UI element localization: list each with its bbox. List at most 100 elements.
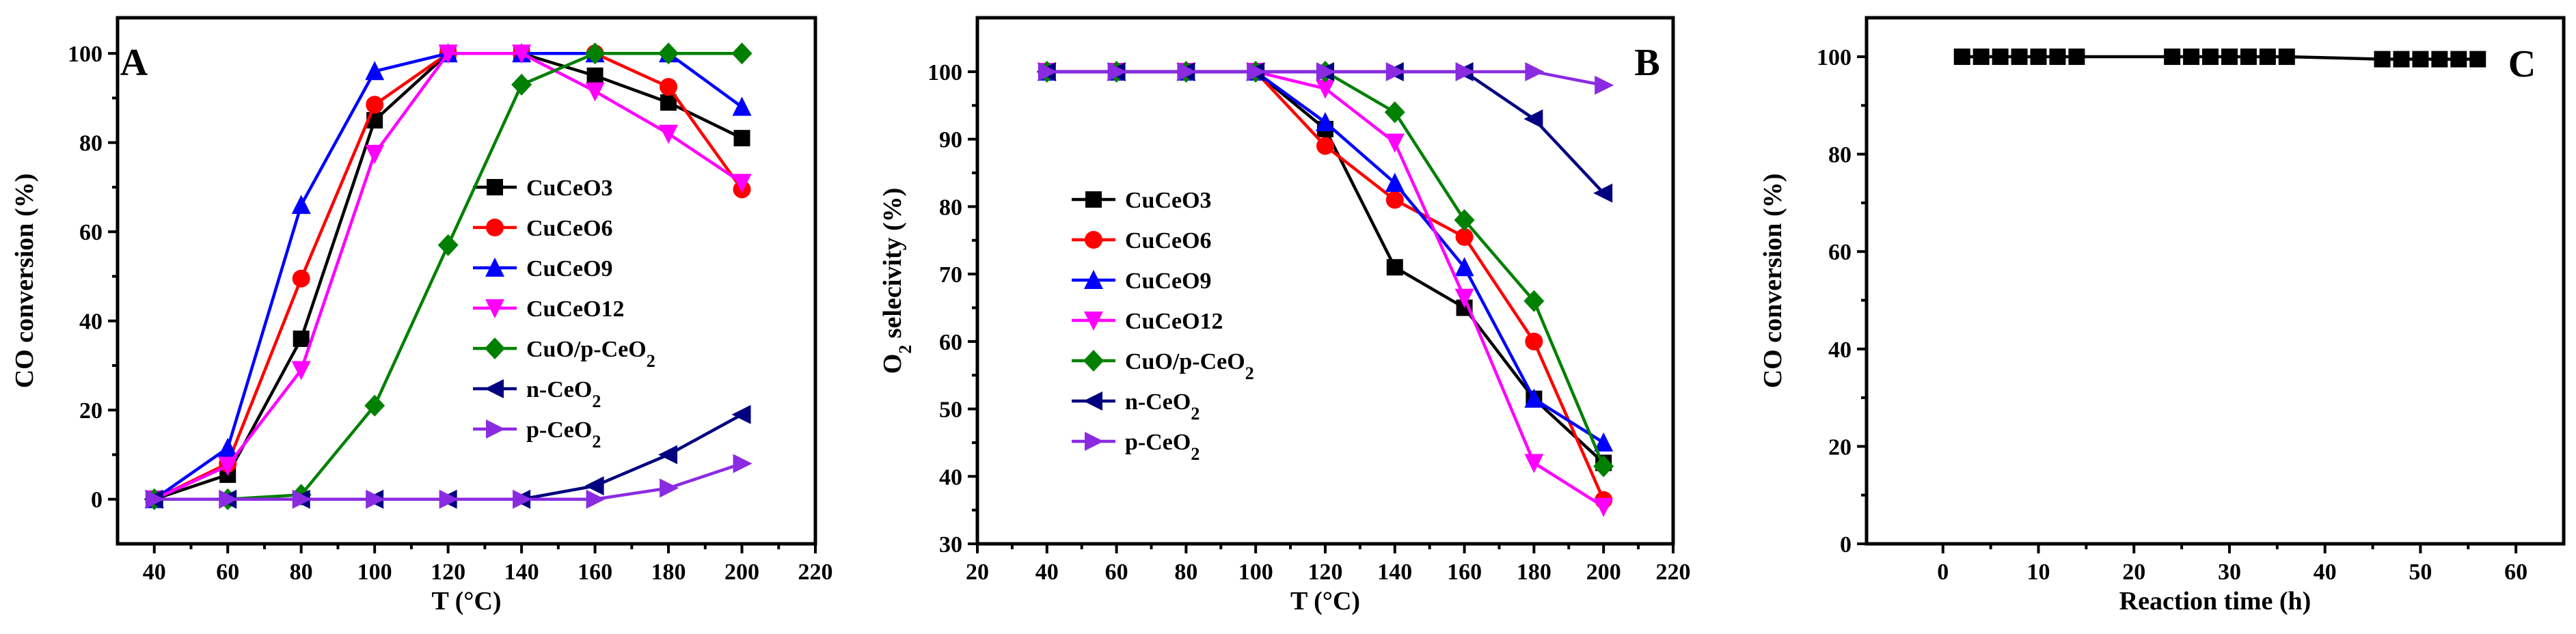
data-point — [2240, 49, 2257, 66]
legend-label: CuCeO3 — [1125, 188, 1212, 213]
legend-marker — [1084, 312, 1103, 331]
data-point — [660, 78, 678, 96]
legend-entry: CuCeO6 — [1072, 228, 1212, 253]
data-point — [1525, 61, 1545, 81]
data-point — [366, 489, 385, 509]
data-point — [1247, 61, 1266, 81]
x-tick-label: 60 — [216, 560, 239, 585]
y-tick-label: 40 — [1828, 337, 1852, 363]
y-tick-label: 40 — [79, 309, 103, 335]
data-point — [437, 234, 459, 256]
y-tick-label: 80 — [939, 195, 962, 220]
x-tick-label: 220 — [798, 560, 833, 585]
x-tick-label: 30 — [2218, 560, 2241, 585]
legend-label: CuCeO9 — [1125, 268, 1212, 294]
data-point — [2202, 49, 2219, 66]
series-line — [154, 462, 743, 501]
x-axis-title: T (°C) — [1290, 587, 1360, 616]
data-point — [586, 67, 604, 84]
data-point — [1316, 79, 1335, 99]
series-cuo-p-ceo2 — [144, 42, 753, 510]
y-tick-label: 0 — [91, 488, 103, 513]
data-point — [733, 130, 750, 147]
x-tick-label: 20 — [966, 560, 989, 585]
data-point — [1454, 288, 1474, 308]
data-point — [2030, 49, 2047, 66]
legend-entry: CuCeO3 — [473, 176, 613, 201]
data-point — [1524, 454, 1544, 473]
data-point — [1455, 228, 1474, 246]
x-tick-label: 160 — [578, 560, 612, 585]
legend-entry: n-CeO2 — [1072, 389, 1199, 424]
x-tick-label: 60 — [1105, 560, 1128, 585]
legend-entry: CuCeO12 — [1072, 309, 1223, 334]
data-point — [2393, 51, 2410, 68]
data-point — [292, 269, 310, 288]
x-tick-label: 200 — [724, 560, 759, 585]
y-tick-label: 90 — [939, 128, 962, 153]
x-tick-label: 60 — [2504, 560, 2527, 585]
legend-label: p-CeO2 — [1125, 430, 1199, 464]
y-tick-label: 40 — [939, 465, 962, 490]
y-tick-label: 100 — [1817, 45, 1852, 70]
series-p-ceo2 — [1038, 61, 1614, 95]
data-point — [1523, 109, 1543, 129]
series-cuceo12 — [144, 44, 752, 510]
data-point — [1594, 432, 1614, 452]
legend-marker — [1085, 191, 1102, 208]
data-point — [1385, 133, 1405, 153]
legend-label: n-CeO2 — [526, 377, 601, 411]
x-tick-label: 140 — [504, 560, 539, 585]
data-point — [732, 174, 752, 193]
data-point — [291, 195, 311, 215]
legend-entry: CuO/p-CeO2 — [473, 337, 655, 371]
legend-entry: CuCeO6 — [473, 216, 613, 241]
data-point — [2431, 51, 2448, 68]
data-point — [1523, 290, 1545, 312]
data-point — [658, 445, 678, 465]
data-point — [1385, 172, 1405, 192]
y-tick-label: 0 — [1840, 532, 1852, 557]
data-point — [1454, 257, 1474, 277]
data-point — [145, 489, 165, 509]
x-tick-label: 120 — [431, 560, 465, 585]
legend-entry: CuCeO9 — [473, 256, 613, 281]
data-point — [1316, 61, 1336, 81]
chart-panel-a: 40 60 80 100 120 140 160 180 200 220 0 20 40 60 80 100 T… — [10, 16, 833, 616]
data-point — [511, 73, 532, 96]
x-axis-title: T (°C) — [431, 587, 501, 616]
x-tick-label: 10 — [2027, 560, 2050, 585]
legend-entry: p-CeO2 — [473, 417, 601, 452]
data-point — [513, 489, 532, 509]
data-point — [659, 124, 679, 144]
x-tick-label: 40 — [2314, 560, 2337, 585]
y-tick-label: 60 — [1828, 240, 1852, 265]
y-tick-label: 70 — [939, 262, 962, 288]
legend-label: CuCeO12 — [526, 297, 625, 322]
legend-label: CuO/p-CeO2 — [526, 337, 655, 371]
data-point — [365, 61, 385, 81]
x-tick-label: 120 — [1308, 560, 1343, 585]
legend-marker — [485, 258, 504, 277]
x-tick-label: 20 — [2122, 560, 2145, 585]
data-point — [2049, 49, 2066, 66]
y-tick-label: 20 — [1828, 435, 1852, 460]
x-tick-label: 160 — [1447, 560, 1482, 585]
data-point — [585, 82, 605, 102]
legend-entry: CuCeO12 — [473, 297, 625, 322]
x-tick-label: 180 — [651, 560, 686, 585]
x-tick-label: 220 — [1656, 560, 1691, 585]
y-axis-title: CO conversion (%) — [1759, 174, 1787, 389]
y-axis-title: O2 selecivity (%) — [878, 188, 915, 374]
series-line — [153, 51, 743, 501]
data-point — [731, 42, 753, 65]
data-point — [1594, 497, 1614, 517]
data-point — [1593, 183, 1613, 203]
data-point — [2374, 51, 2391, 68]
chart-panel-c: 0 10 20 30 40 50 60 0 20 40 60 80 100 Reaction time (… — [1759, 16, 2566, 616]
y-axis-title: CO conversion (%) — [10, 174, 39, 389]
legend-label: CuO/p-CeO2 — [1125, 349, 1254, 383]
legend-marker — [485, 379, 504, 398]
data-point — [438, 44, 458, 64]
